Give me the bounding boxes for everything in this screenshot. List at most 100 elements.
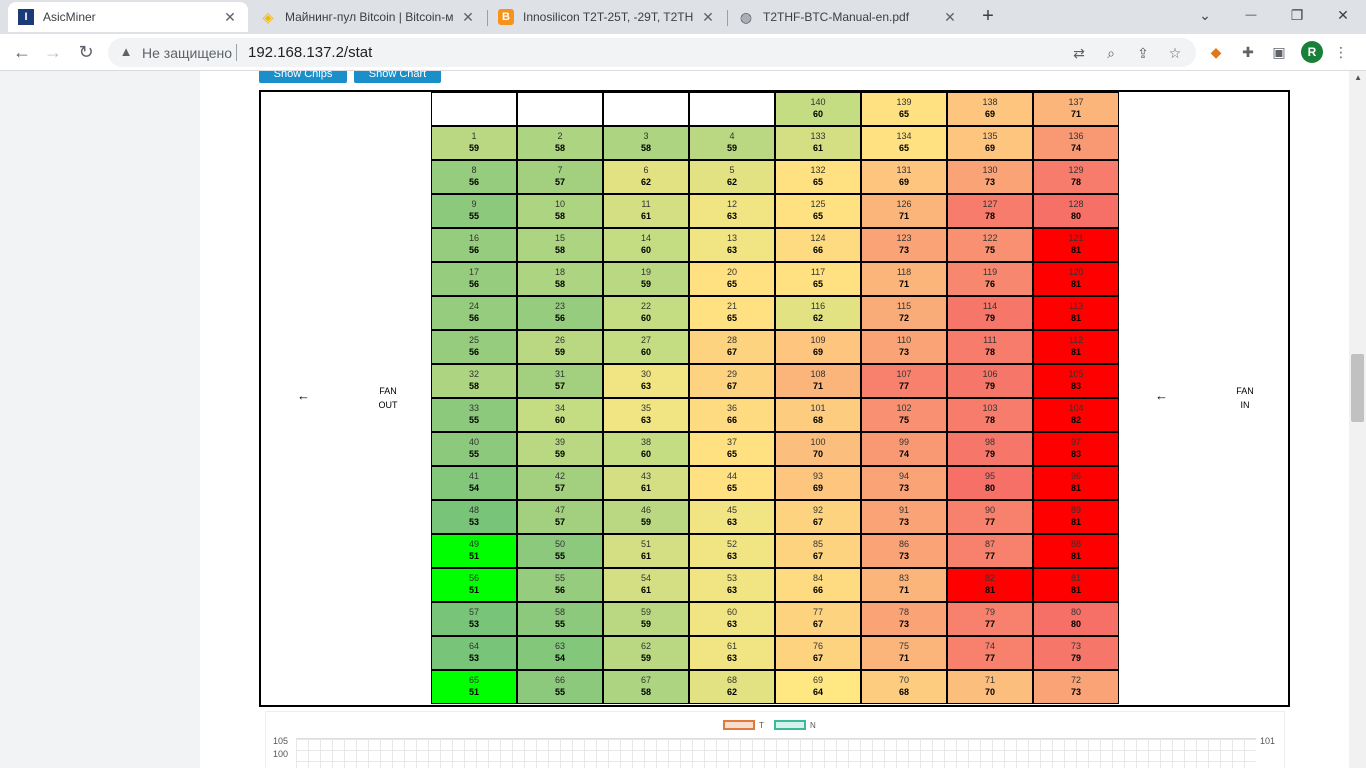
- chip-cell: 67 58: [603, 670, 689, 704]
- chip-temperature: 83: [1070, 449, 1081, 459]
- back-icon[interactable]: ←: [13, 42, 31, 62]
- legend-item-n[interactable]: N: [774, 720, 816, 730]
- close-tab-icon[interactable]: ✕: [462, 9, 474, 25]
- tab-search-icon[interactable]: ⌄: [1199, 6, 1211, 23]
- chip-id: 3: [643, 131, 649, 141]
- tab-manual-pdf[interactable]: ◍ T2THF-BTC-Manual-en.pdf ✕: [728, 2, 968, 32]
- chip-temperature: 57: [554, 381, 565, 391]
- security-status[interactable]: Не защищено: [142, 45, 232, 61]
- chip-id: 38: [640, 437, 651, 447]
- chip-temperature: 69: [984, 109, 995, 119]
- url-text[interactable]: 192.168.137.2/stat: [248, 44, 373, 61]
- chip-temperature: 62: [726, 687, 737, 697]
- chip-cell: 106 79: [947, 364, 1033, 398]
- chip-cell: 69 64: [775, 670, 861, 704]
- chip-id: 90: [984, 505, 995, 515]
- chip-cell: 32 58: [431, 364, 517, 398]
- tab-strip: I AsicMiner ✕ ◈ Майнинг-пул Bitcoin | Bi…: [0, 0, 1366, 34]
- chip-id: 32: [468, 369, 479, 379]
- legend-label-n: N: [810, 720, 816, 730]
- chip-temperature: 80: [984, 483, 995, 493]
- extensions-puzzle-icon[interactable]: ✚: [1242, 44, 1254, 60]
- chip-cell: 83 71: [861, 568, 947, 602]
- tab-title: Innosilicon T2T-25T, -29T, T2TH,: [523, 10, 694, 24]
- chip-id: 42: [554, 471, 565, 481]
- chip-id: 20: [726, 267, 737, 277]
- scroll-thumb[interactable]: [1351, 354, 1364, 422]
- menu-kebab-icon[interactable]: ⋮: [1334, 44, 1348, 60]
- chip-cell: 129 78: [1033, 160, 1119, 194]
- chip-cell: 114 79: [947, 296, 1033, 330]
- chip-cell: 50 55: [517, 534, 603, 568]
- tab-bitcoin-pool[interactable]: ◈ Майнинг-пул Bitcoin | Bitcoin-ма ✕: [250, 2, 486, 32]
- chip-id: 88: [1070, 539, 1081, 549]
- chip-id: 122: [982, 233, 998, 243]
- chip-temperature: 73: [898, 483, 909, 493]
- show-chart-button[interactable]: Show Chart: [354, 71, 441, 83]
- warning-icon[interactable]: ▲: [119, 44, 133, 59]
- forward-icon[interactable]: →: [44, 42, 62, 62]
- chip-id: 51: [640, 539, 651, 549]
- chip-cell: 48 53: [431, 500, 517, 534]
- side-panel-icon[interactable]: ▣: [1272, 44, 1286, 60]
- close-tab-icon[interactable]: ✕: [944, 9, 956, 25]
- chip-cell: 75 71: [861, 636, 947, 670]
- zoom-icon[interactable]: ⌕: [1107, 45, 1115, 61]
- scroll-up-arrow-icon[interactable]: ▲: [1354, 73, 1362, 82]
- share-icon[interactable]: ⇪: [1137, 45, 1149, 61]
- chip-cell: 4 59: [689, 126, 775, 160]
- chip-temperature: 69: [812, 483, 823, 493]
- chip-cell: 84 66: [775, 568, 861, 602]
- address-bar[interactable]: ▲ Не защищено 192.168.137.2/stat ⇄ ⌕ ⇪ ☆: [108, 38, 1196, 67]
- chip-id: 110: [896, 335, 912, 345]
- chip-temperature: 65: [812, 177, 823, 187]
- chip-id: 43: [640, 471, 651, 481]
- chip-temperature: 73: [898, 551, 909, 561]
- profile-avatar[interactable]: R: [1301, 41, 1323, 63]
- chip-cell: 111 78: [947, 330, 1033, 364]
- chip-id: 22: [640, 301, 651, 311]
- reload-icon[interactable]: ↻: [78, 42, 94, 62]
- chip-temperature: 66: [812, 585, 823, 595]
- chip-cell: 99 74: [861, 432, 947, 466]
- chip-id: 12: [726, 199, 737, 209]
- chip-temperature: 70: [812, 449, 823, 459]
- chip-temperature: 59: [468, 143, 479, 153]
- chip-cell: 10 58: [517, 194, 603, 228]
- show-chips-button[interactable]: Show Chips: [259, 71, 347, 83]
- chip-cell: 128 80: [1033, 194, 1119, 228]
- translate-icon[interactable]: ⇄: [1073, 45, 1085, 61]
- minimize-icon[interactable]: —: [1245, 9, 1257, 21]
- chip-id: 96: [1070, 471, 1081, 481]
- legend-item-t[interactable]: T: [723, 720, 764, 730]
- close-window-icon[interactable]: ✕: [1337, 6, 1349, 23]
- chip-id: 123: [896, 233, 912, 243]
- maximize-icon[interactable]: ❐: [1290, 6, 1304, 23]
- close-tab-icon[interactable]: ✕: [224, 9, 236, 25]
- chip-cell: 132 65: [775, 160, 861, 194]
- tab-innosilicon[interactable]: B Innosilicon T2T-25T, -29T, T2TH, ✕: [488, 2, 726, 32]
- chip-id: 56: [468, 573, 479, 583]
- new-tab-button[interactable]: +: [982, 5, 994, 27]
- chip-cell: 29 67: [689, 364, 775, 398]
- chip-id: 99: [898, 437, 909, 447]
- chip-cell: 51 61: [603, 534, 689, 568]
- chip-cell: 41 54: [431, 466, 517, 500]
- chip-cell: 110 73: [861, 330, 947, 364]
- chip-id: 60: [726, 607, 737, 617]
- chip-cell: 115 72: [861, 296, 947, 330]
- fan-in-line-1: FAN: [1236, 386, 1254, 396]
- chip-cell: 93 69: [775, 466, 861, 500]
- bitcoin-icon: B: [498, 9, 514, 25]
- tab-asicminer[interactable]: I AsicMiner ✕: [8, 2, 248, 32]
- chip-cell: 1 59: [431, 126, 517, 160]
- bookmark-star-icon[interactable]: ☆: [1168, 45, 1182, 61]
- chip-cell: 31 57: [517, 364, 603, 398]
- close-tab-icon[interactable]: ✕: [702, 9, 714, 25]
- chip-cell: 130 73: [947, 160, 1033, 194]
- tab-separator: [727, 10, 728, 26]
- chip-id: 73: [1070, 641, 1081, 651]
- chip-id: 71: [984, 675, 995, 685]
- metamask-icon[interactable]: ◆: [1210, 44, 1222, 60]
- page-scrollbar[interactable]: ▲: [1349, 71, 1366, 768]
